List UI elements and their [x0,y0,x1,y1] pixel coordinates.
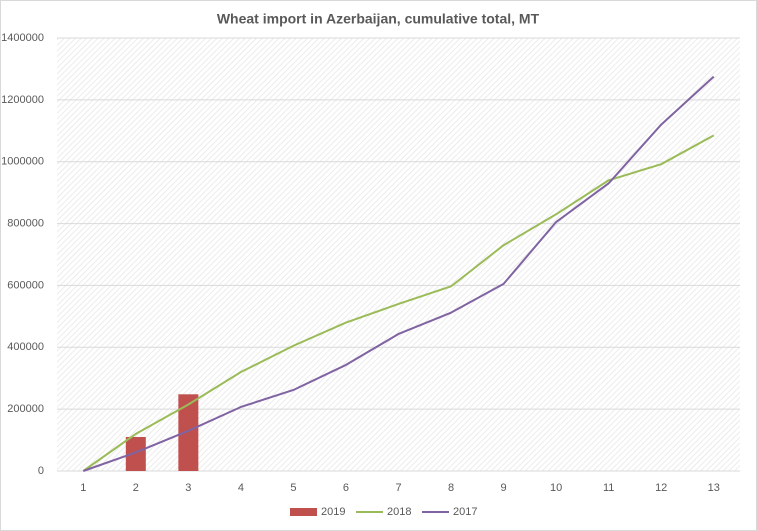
x-tick-label: 9 [501,482,507,494]
y-tick-label: 800000 [7,217,44,229]
x-tick-label: 13 [708,482,720,494]
x-tick-label: 12 [655,482,667,494]
y-tick-label: 1400000 [1,32,44,44]
y-tick-label: 400000 [7,341,44,353]
y-tick-label: 1000000 [1,156,44,168]
legend-label: 2017 [453,506,477,518]
legend-label: 2019 [321,506,345,518]
chart-title: Wheat import in Azerbaijan, cumulative t… [217,11,540,27]
x-tick-label: 4 [238,482,244,494]
x-tick-label: 3 [185,482,191,494]
y-tick-label: 200000 [7,403,44,415]
y-tick-label: 600000 [7,279,44,291]
legend-label: 2018 [387,506,411,518]
y-tick-label: 1200000 [1,94,44,106]
x-tick-label: 11 [603,482,614,494]
line [82,134,715,472]
x-tick-label: 2 [133,482,139,494]
x-tick-label: 7 [395,482,401,494]
plot-area [57,38,740,471]
line [82,75,715,472]
x-tick-label: 5 [290,482,296,494]
bar [125,436,146,471]
x-tick-label: 10 [550,482,562,494]
x-tick-label: 8 [448,482,454,494]
legend-swatch [290,508,317,516]
x-tick-label: 6 [343,482,349,494]
x-tick-label: 1 [80,482,86,494]
y-tick-label: 0 [38,465,44,477]
bar [178,394,199,471]
